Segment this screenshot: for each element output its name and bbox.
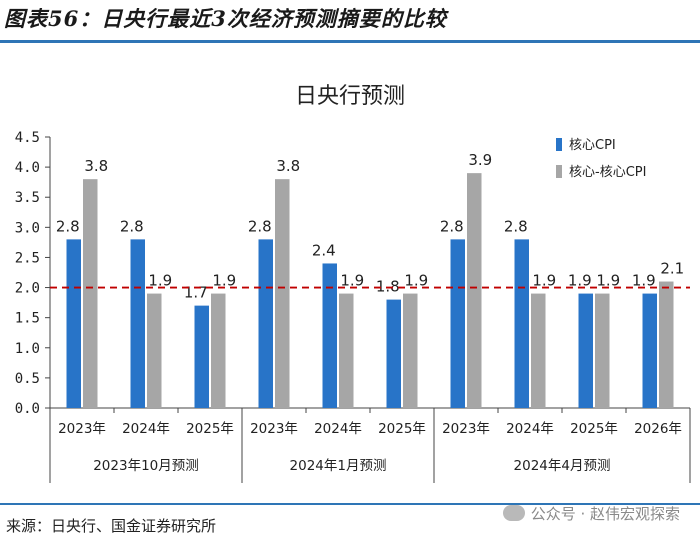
x-category-label: 2025年 [378, 421, 426, 437]
bar-core-cpi [194, 305, 209, 408]
bar-core-cpi [578, 293, 593, 408]
figure-title: 图表56：日央行最近3次经济预测摘要的比较 [4, 6, 447, 31]
data-label: 1.9 [632, 272, 656, 290]
y-tick-label: 3.5 [15, 190, 40, 206]
watermark-text: 公众号 · 赵伟宏观探索 [530, 505, 680, 523]
bar-core-cpi [386, 299, 401, 408]
source-note: 来源：日央行、国金证券研究所 [6, 517, 217, 535]
data-label: 1.8 [376, 278, 400, 296]
bar-core-core-cpi [403, 293, 418, 408]
y-tick-label: 3.0 [15, 220, 40, 236]
data-label: 2.1 [660, 260, 684, 278]
data-label: 1.9 [596, 272, 620, 290]
y-tick-label: 1.5 [15, 311, 40, 327]
data-label: 2.8 [504, 217, 528, 235]
legend-swatch [556, 165, 562, 178]
y-tick-label: 1.0 [15, 341, 40, 357]
bar-core-core-cpi [531, 293, 546, 408]
bar-core-cpi [322, 263, 337, 408]
bar-core-core-cpi [595, 293, 610, 408]
data-label: 3.8 [84, 157, 108, 175]
data-label: 1.9 [212, 272, 236, 290]
bar-core-core-cpi [467, 173, 482, 408]
y-tick-label: 2.5 [15, 250, 40, 266]
bar-core-core-cpi [211, 293, 226, 408]
data-label: 2.8 [248, 217, 272, 235]
x-group-label: 2023年10月预测 [93, 458, 199, 474]
x-category-label: 2026年 [634, 421, 682, 437]
bar-core-core-cpi [147, 293, 162, 408]
data-label: 3.9 [468, 151, 492, 169]
x-category-label: 2025年 [186, 421, 234, 437]
data-label: 2.8 [56, 217, 80, 235]
x-category-label: 2024年 [314, 421, 362, 437]
bar-core-cpi [514, 239, 529, 408]
data-label: 2.4 [312, 241, 336, 259]
y-tick-label: 4.0 [15, 160, 40, 176]
data-label: 1.9 [148, 272, 172, 290]
data-label: 1.7 [184, 284, 208, 302]
data-label: 1.9 [568, 272, 592, 290]
bar-core-core-cpi [339, 293, 354, 408]
data-label: 1.9 [340, 272, 364, 290]
legend-label: 核心CPI [569, 138, 616, 153]
bar-core-cpi [642, 293, 657, 408]
bar-chart: 日央行预测 0.0 0.5 1.0 1.5 2.0 2.5 3.0 3.5 4.0 4.5 2.8 3.… [15, 84, 691, 483]
x-group-label: 2024年4月预测 [514, 458, 611, 474]
x-category-label: 2023年 [250, 421, 298, 437]
wechat-icon [502, 505, 525, 521]
y-tick-label: 4.5 [15, 130, 40, 146]
legend-swatch [556, 138, 562, 151]
y-tick-label: 0.0 [15, 401, 40, 417]
bar-core-cpi [130, 239, 145, 408]
x-category-label: 2023年 [58, 421, 106, 437]
bar-core-core-cpi [83, 179, 98, 408]
bar-core-cpi [258, 239, 273, 408]
x-category-label: 2025年 [570, 421, 618, 437]
data-label: 1.9 [532, 272, 556, 290]
x-category-label: 2024年 [506, 421, 554, 437]
x-category-label: 2024年 [122, 421, 170, 437]
chart-title: 日央行预测 [295, 84, 405, 109]
x-category-label: 2023年 [442, 421, 490, 437]
x-group-label: 2024年1月预测 [290, 458, 387, 474]
y-tick-label: 2.0 [15, 281, 40, 297]
bar-core-core-cpi [659, 281, 674, 408]
watermark: 公众号 · 赵伟宏观探索 [502, 503, 680, 524]
y-tick-label: 0.5 [15, 371, 40, 387]
bar-core-cpi [66, 239, 81, 408]
bar-core-core-cpi [275, 179, 290, 408]
data-label: 1.9 [404, 272, 428, 290]
data-label: 2.8 [120, 217, 144, 235]
header-rule [0, 40, 700, 43]
bar-core-cpi [450, 239, 465, 408]
data-label: 3.8 [276, 157, 300, 175]
footer-rule [0, 503, 700, 505]
legend-label: 核心-核心CPI [569, 165, 646, 180]
data-label: 2.8 [440, 217, 464, 235]
